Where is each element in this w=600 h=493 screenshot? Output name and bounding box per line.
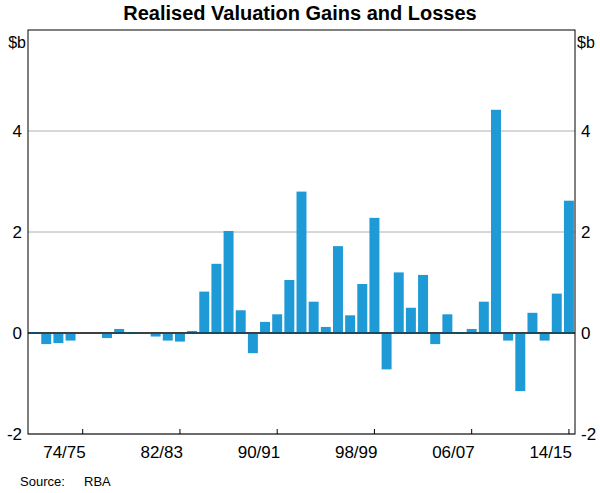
bar xyxy=(418,275,428,333)
chart: Realised Valuation Gains and Losses -2 -2 0… xyxy=(0,0,600,493)
bar xyxy=(345,315,355,333)
x-tick-label: 06/07 xyxy=(432,443,475,462)
y-tick-label: -2 xyxy=(7,425,22,444)
bar xyxy=(199,292,209,333)
bar xyxy=(515,333,525,391)
x-tick xyxy=(374,429,375,434)
bar xyxy=(491,110,501,333)
bar xyxy=(163,333,173,341)
x-tick-label: 74/75 xyxy=(43,443,86,462)
bar xyxy=(114,329,124,333)
bar xyxy=(151,333,161,337)
x-tick xyxy=(568,429,569,434)
y-tick-label: 0 xyxy=(13,324,22,343)
y-axis-label: $b xyxy=(577,34,595,51)
bar xyxy=(430,333,440,344)
x-tick-label: 82/83 xyxy=(140,443,183,462)
source: RBA xyxy=(84,474,111,489)
bar xyxy=(41,333,51,344)
bar xyxy=(236,310,246,333)
bar xyxy=(503,333,513,341)
x-tick xyxy=(471,429,472,434)
bar xyxy=(406,308,416,333)
y-tick-label: 2 xyxy=(581,223,590,242)
y-tick-label: 4 xyxy=(581,122,590,141)
source-label: Source: xyxy=(20,474,65,489)
zero-line xyxy=(28,333,575,334)
grid-line xyxy=(28,333,575,334)
bar xyxy=(102,333,112,338)
y-axis-label: $b xyxy=(8,34,26,51)
bar xyxy=(284,280,294,333)
bar xyxy=(248,333,258,353)
plot-frame xyxy=(28,30,575,434)
y-tick-label: 2 xyxy=(13,223,22,242)
bar xyxy=(321,327,331,333)
y-tick-label: -2 xyxy=(581,425,596,444)
bar xyxy=(394,272,404,333)
bars xyxy=(29,110,574,391)
bar xyxy=(369,218,379,333)
bar xyxy=(224,231,234,333)
x-tick-label: 90/91 xyxy=(238,443,281,462)
bar xyxy=(175,333,185,342)
bar xyxy=(357,284,367,333)
bar xyxy=(382,333,392,369)
x-tick-label: 14/15 xyxy=(529,443,572,462)
bar xyxy=(552,294,562,333)
bar xyxy=(564,201,574,333)
bar xyxy=(260,322,270,333)
x-tick-label: 98/99 xyxy=(335,443,378,462)
bar xyxy=(479,302,489,333)
bar xyxy=(53,333,63,343)
bar xyxy=(467,329,477,333)
y-tick-label: 0 xyxy=(581,324,590,343)
bar xyxy=(297,192,307,333)
x-tick xyxy=(82,429,83,434)
bar xyxy=(309,302,319,333)
x-tick xyxy=(179,429,180,434)
bar xyxy=(333,246,343,333)
x-tick xyxy=(277,429,278,434)
y-tick-label: 4 xyxy=(13,122,22,141)
title: Realised Valuation Gains and Losses xyxy=(123,2,476,24)
bar xyxy=(272,314,282,333)
bar xyxy=(66,333,76,341)
bar xyxy=(442,314,452,333)
bar xyxy=(211,264,221,333)
bar xyxy=(527,313,537,333)
bar xyxy=(540,333,550,341)
